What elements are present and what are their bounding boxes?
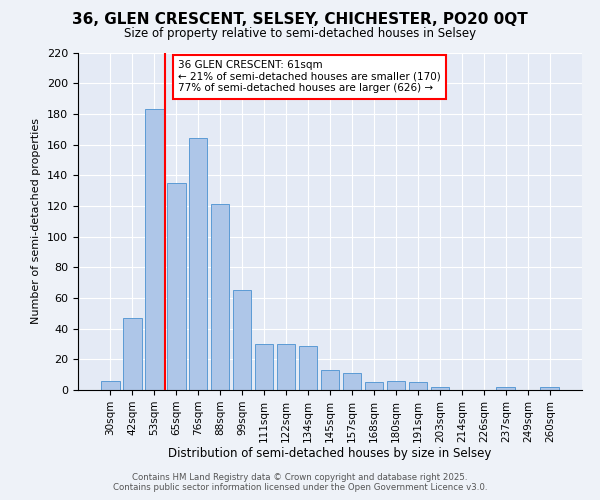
X-axis label: Distribution of semi-detached houses by size in Selsey: Distribution of semi-detached houses by … (169, 448, 491, 460)
Bar (343, 373, 361, 390)
Bar (123, 318, 142, 390)
Bar (277, 344, 295, 390)
Bar (431, 387, 449, 390)
Text: 36 GLEN CRESCENT: 61sqm
← 21% of semi-detached houses are smaller (170)
77% of s: 36 GLEN CRESCENT: 61sqm ← 21% of semi-de… (178, 60, 441, 94)
Text: 36, GLEN CRESCENT, SELSEY, CHICHESTER, PO20 0QT: 36, GLEN CRESCENT, SELSEY, CHICHESTER, P… (72, 12, 528, 28)
Bar (409, 382, 427, 390)
Bar (386, 381, 405, 390)
Bar (299, 346, 317, 390)
Bar (233, 290, 251, 390)
Bar (211, 204, 229, 390)
Bar (167, 183, 185, 390)
Bar (320, 370, 340, 390)
Bar (541, 387, 559, 390)
Bar (496, 387, 515, 390)
Y-axis label: Number of semi-detached properties: Number of semi-detached properties (31, 118, 41, 324)
Bar (189, 138, 208, 390)
Bar (101, 381, 119, 390)
Text: Contains HM Land Registry data © Crown copyright and database right 2025.
Contai: Contains HM Land Registry data © Crown c… (113, 473, 487, 492)
Text: Size of property relative to semi-detached houses in Selsey: Size of property relative to semi-detach… (124, 28, 476, 40)
Bar (145, 110, 164, 390)
Bar (255, 344, 274, 390)
Bar (365, 382, 383, 390)
